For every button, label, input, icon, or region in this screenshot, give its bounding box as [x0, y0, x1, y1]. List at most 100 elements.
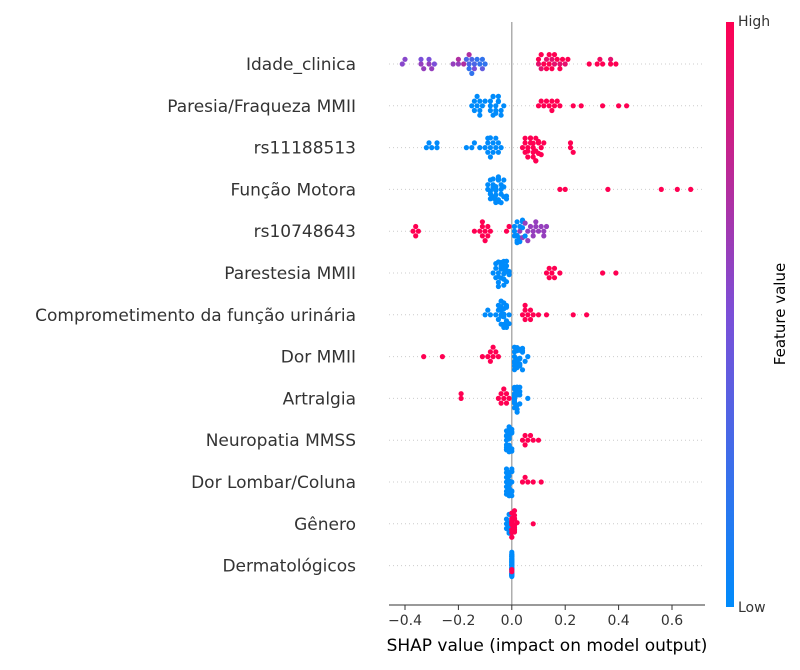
shap-point: [472, 61, 477, 66]
shap-point: [509, 449, 514, 454]
shap-point: [523, 308, 528, 313]
shap-point: [480, 219, 485, 224]
shap-point: [541, 140, 546, 145]
shap-point: [515, 520, 520, 525]
shap-point: [523, 442, 528, 447]
shap-point: [517, 356, 522, 361]
feature-label: Artralgia: [283, 389, 356, 409]
shap-point: [472, 99, 477, 104]
shap-point: [549, 57, 554, 62]
shap-point: [539, 152, 544, 157]
shap-point: [517, 392, 522, 397]
shap-point: [469, 57, 474, 62]
shap-point: [613, 61, 618, 66]
shap-point: [571, 312, 576, 317]
shap-point: [461, 61, 466, 66]
shap-point: [496, 94, 501, 99]
colorbar-gradient: [726, 22, 734, 607]
shap-point: [544, 66, 549, 71]
shap-point: [523, 359, 528, 364]
shap-point: [467, 61, 472, 66]
shap-point: [509, 479, 514, 484]
shap-point: [539, 224, 544, 229]
shap-point: [525, 438, 530, 443]
shap-point: [512, 516, 517, 521]
feature-label: rs10748643: [254, 222, 356, 242]
shap-point: [480, 57, 485, 62]
shap-point: [541, 233, 546, 238]
shap-point: [531, 312, 536, 317]
shap-point: [501, 184, 506, 189]
shap-point: [520, 312, 525, 317]
shap-point: [528, 433, 533, 438]
x-tick-label: 0.2: [554, 613, 576, 629]
shap-point: [509, 558, 514, 563]
shap-point: [496, 140, 501, 145]
shap-point: [520, 145, 525, 150]
shap-point: [400, 61, 405, 66]
shap-point: [488, 312, 493, 317]
shap-point: [491, 150, 496, 155]
shap-point: [456, 61, 461, 66]
shap-point: [555, 99, 560, 104]
shap-point: [560, 57, 565, 62]
shap-point: [547, 103, 552, 108]
shap-point: [520, 350, 525, 355]
shap-point: [525, 229, 530, 234]
feature-label: rs11188513: [254, 139, 356, 159]
colorbar-title: Feature value: [771, 263, 789, 365]
shap-point: [659, 187, 664, 192]
shap-point: [525, 479, 530, 484]
shap-point: [491, 270, 496, 275]
shap-point: [504, 229, 509, 234]
shap-point: [472, 108, 477, 113]
shap-point: [464, 145, 469, 150]
shap-point: [475, 103, 480, 108]
shap-point: [493, 312, 498, 317]
shap-point: [483, 145, 488, 150]
shap-point: [605, 187, 610, 192]
shap-point: [501, 103, 506, 108]
shap-point: [531, 479, 536, 484]
shap-point: [557, 187, 562, 192]
shap-point: [477, 99, 482, 104]
shap-point: [475, 94, 480, 99]
shap-point: [501, 312, 506, 317]
shap-point: [480, 354, 485, 359]
shap-point: [512, 508, 517, 513]
shap-point: [485, 224, 490, 229]
shap-point: [507, 224, 512, 229]
shap-point: [528, 308, 533, 313]
shap-point: [523, 303, 528, 308]
shap-point: [421, 66, 426, 71]
shap-point: [539, 479, 544, 484]
shap-point: [515, 219, 520, 224]
shap-point: [477, 108, 482, 113]
feature-label: Dor MMII: [281, 348, 356, 368]
shap-point: [467, 66, 472, 71]
shap-point: [504, 391, 509, 396]
colorbar-high-label: High: [738, 14, 770, 30]
shap-point: [520, 438, 525, 443]
shap-point: [480, 103, 485, 108]
shap-point: [496, 354, 501, 359]
shap-point: [477, 229, 482, 234]
shap-point: [488, 135, 493, 140]
shap-point: [493, 192, 498, 197]
x-tick-label: 0.6: [661, 613, 683, 629]
colorbar-low-label: Low: [738, 600, 766, 616]
shap-point: [541, 103, 546, 108]
shap-point: [520, 367, 525, 372]
feature-label: Função Motora: [230, 180, 356, 200]
shap-point: [485, 233, 490, 238]
shap-point: [544, 99, 549, 104]
shap-point: [539, 99, 544, 104]
shap-point: [507, 436, 512, 441]
shap-point: [488, 154, 493, 159]
shap-point: [552, 61, 557, 66]
feature-label: Dermatológicos: [222, 557, 356, 577]
shap-point: [477, 113, 482, 118]
feature-rows: Idade_clinicaParesia/Fraqueza MMIIrs1118…: [35, 55, 705, 577]
shap-point: [440, 354, 445, 359]
feature-label: Neuropatia MMSS: [206, 431, 356, 451]
